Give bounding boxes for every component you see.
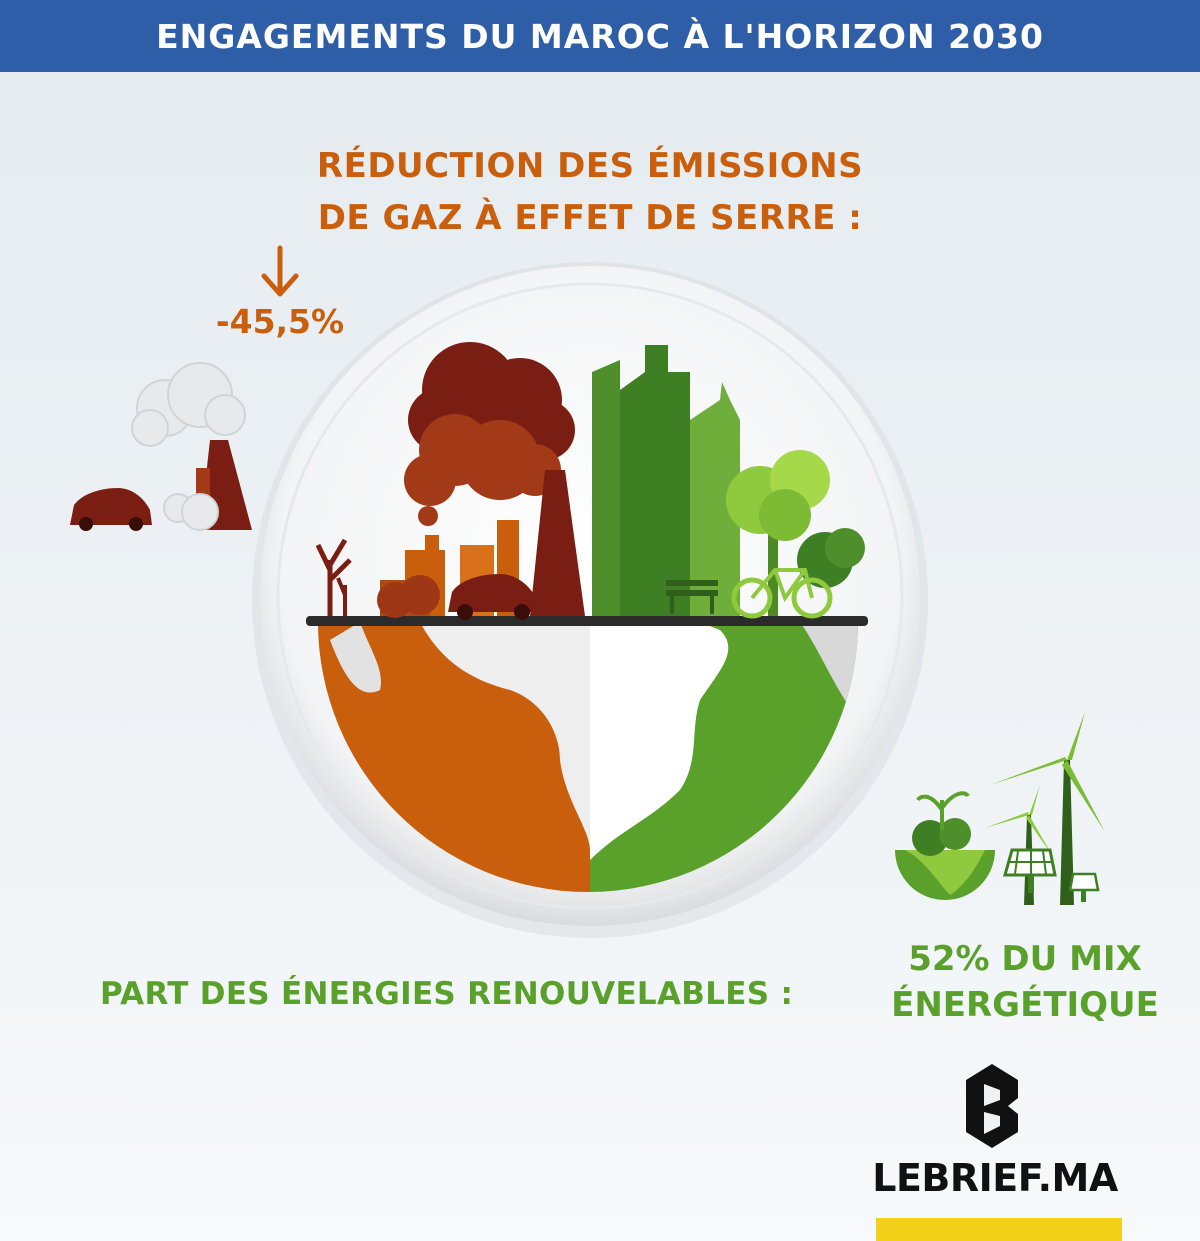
down-arrow-icon	[261, 245, 299, 297]
factory-car-icon	[70, 362, 252, 531]
ground-line	[306, 616, 868, 626]
emissions-label-line2: DE GAZ À EFFET DE SERRE :	[317, 198, 863, 238]
half-earth	[318, 622, 858, 892]
renewables-value: 52% DU MIX ÉNERGÉTIQUE	[870, 936, 1180, 1028]
renewables-label: PART DES ÉNERGIES RENOUVELABLES :	[100, 976, 794, 1012]
brand-name: LEBRIEF.MA	[872, 1156, 1118, 1200]
renewables-value-line1: 52% DU MIX	[908, 939, 1142, 979]
header-title: ENGAGEMENTS DU MAROC À L'HORIZON 2030	[156, 16, 1044, 56]
pollution-scene	[315, 342, 585, 620]
emissions-label: RÉDUCTION DES ÉMISSIONS DE GAZ À EFFET D…	[300, 140, 880, 244]
page-header: ENGAGEMENTS DU MAROC À L'HORIZON 2030	[0, 0, 1200, 72]
emissions-reduction-value: -45,5%	[215, 302, 345, 341]
brand-underline	[876, 1218, 1122, 1241]
renewables-value-line2: ÉNERGÉTIQUE	[891, 985, 1159, 1025]
green-city-scene	[592, 345, 865, 619]
renewable-energy-icon	[895, 712, 1105, 905]
lebrief-b-logo-icon	[966, 1064, 1018, 1148]
emissions-label-line1: RÉDUCTION DES ÉMISSIONS	[316, 146, 864, 186]
